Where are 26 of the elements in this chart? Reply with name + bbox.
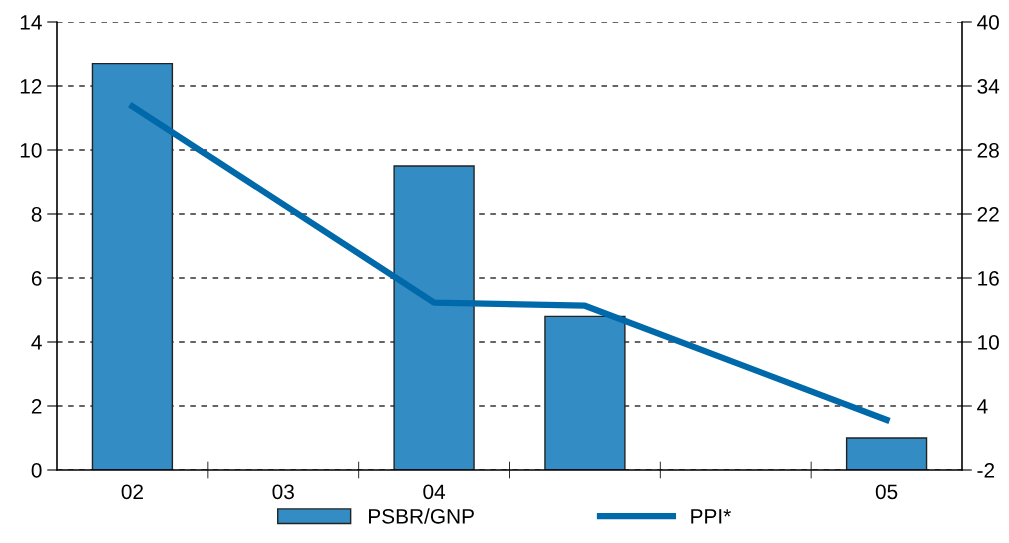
y-tick-label: 0 bbox=[31, 463, 42, 478]
y2-tick-label: -2 bbox=[977, 463, 995, 478]
y2-tick-label: 28 bbox=[977, 143, 999, 158]
y2-tick-label: 10 bbox=[978, 335, 999, 350]
y-tick-label: 6 bbox=[31, 271, 42, 286]
y2-tick-label: 22 bbox=[977, 207, 999, 222]
x-tick-label: 02 bbox=[121, 484, 143, 500]
y-tick-label: 14 bbox=[20, 15, 42, 30]
x-tick-label: 03 bbox=[272, 484, 294, 500]
y-tick-label: 12 bbox=[20, 79, 42, 94]
legend-label: PSBR/GNP bbox=[369, 508, 474, 524]
y-tick-label: 8 bbox=[31, 207, 42, 222]
y2-tick-label: 16 bbox=[978, 271, 999, 286]
bar bbox=[845, 437, 928, 470]
y-tick-label: 2 bbox=[31, 399, 42, 414]
bar bbox=[393, 165, 475, 470]
y2-tick-label: 4 bbox=[977, 399, 988, 414]
y-tick-label: 10 bbox=[20, 143, 42, 158]
y2-tick-label: 34 bbox=[977, 79, 1000, 94]
legend-label: PPI* bbox=[691, 509, 731, 524]
x-tick-label: 04 bbox=[423, 484, 446, 500]
y2-tick-label: 40 bbox=[977, 15, 999, 30]
bar bbox=[91, 62, 174, 470]
bar bbox=[544, 315, 626, 470]
x-tick-label: 05 bbox=[875, 484, 898, 500]
y-tick-label: 4 bbox=[31, 335, 42, 350]
